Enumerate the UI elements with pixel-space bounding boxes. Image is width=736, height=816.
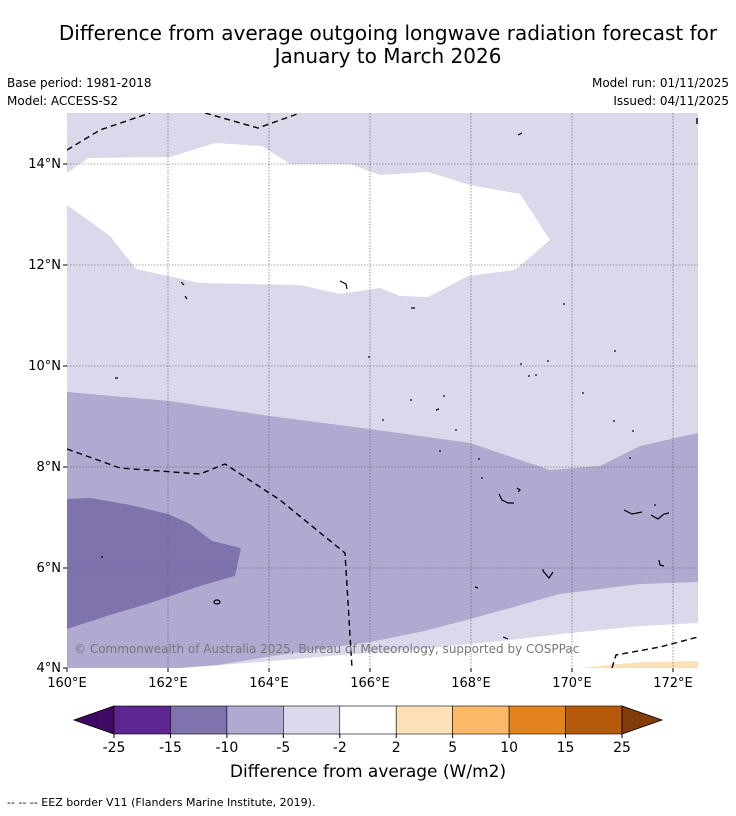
island-3 xyxy=(180,281,185,286)
island-kwajalein xyxy=(498,493,514,504)
island-jaluit xyxy=(650,512,670,520)
island-8 xyxy=(474,586,479,589)
title-line-2: January to March 2026 xyxy=(274,44,502,68)
island-south-atoll xyxy=(542,570,554,579)
model-run: Model run: 01/11/2025 xyxy=(591,76,729,90)
colorbar-tick-label: 25 xyxy=(613,740,631,756)
colorbar-swatch xyxy=(339,705,397,735)
lat-label-14: 14°N xyxy=(28,157,61,172)
colorbar-swatch xyxy=(452,705,510,735)
lon-label-162: 162°E xyxy=(148,676,188,691)
eez-borders xyxy=(67,113,698,668)
eez-border-west xyxy=(67,448,353,668)
colorbar: -25 -15 -10 -5 -2 2 5 10 15 25 xyxy=(72,705,664,756)
colorbar-tick-label: 5 xyxy=(448,740,457,756)
lat-label-10: 10°N xyxy=(28,359,61,374)
chart-title: Difference from average outgoing longwav… xyxy=(20,22,736,68)
islands xyxy=(115,132,670,640)
island-ne xyxy=(517,132,523,136)
lon-label-166: 166°E xyxy=(350,676,390,691)
field-medium xyxy=(67,392,698,668)
colorbar-tick-label: 2 xyxy=(392,740,401,756)
colorbar-swatch xyxy=(113,705,171,735)
lon-label-170: 170°E xyxy=(552,676,592,691)
title-line-1: Difference from average outgoing longwav… xyxy=(58,21,718,45)
lat-label-6: 6°N xyxy=(37,561,62,576)
copyright-watermark: © Commonwealth of Australia 2025, Bureau… xyxy=(74,642,579,656)
colorbar-swatch xyxy=(283,705,341,735)
island-9 xyxy=(502,636,509,640)
island-7 xyxy=(435,408,440,411)
eez-border-north-2 xyxy=(204,113,301,129)
field-white-north xyxy=(67,143,550,297)
lon-label-172: 172°E xyxy=(653,676,693,691)
lon-label-160: 160°E xyxy=(47,676,87,691)
field-white-south xyxy=(180,623,698,668)
colorbar-swatch xyxy=(508,705,566,735)
island-dots xyxy=(101,303,656,571)
colorbar-swatch xyxy=(395,705,453,735)
model-name: Model: ACCESS-S2 xyxy=(7,94,119,108)
field-light-orange xyxy=(580,661,698,668)
lat-label-4: 4°N xyxy=(37,661,62,676)
colorbar-swatch xyxy=(170,705,228,735)
issued-date: Issued: 04/11/2025 xyxy=(613,94,729,108)
lon-label-168: 168°E xyxy=(451,676,491,691)
gridlines xyxy=(67,113,698,668)
colorbar-tick-label: 10 xyxy=(500,740,518,756)
colorbar-extend-low xyxy=(72,705,115,735)
axis-labels: 160°E 162°E 164°E 166°E 168°E 170°E 172°… xyxy=(28,157,693,691)
axis-ticks xyxy=(63,163,674,672)
lat-label-12: 12°N xyxy=(28,258,61,273)
colorbar-swatch xyxy=(565,705,623,735)
eez-border-north xyxy=(67,113,151,151)
lon-label-164: 164°E xyxy=(249,676,289,691)
colorbar-tick-label: -2 xyxy=(333,740,347,756)
island-kosrae xyxy=(213,599,221,605)
island-ebon xyxy=(623,509,643,515)
island-4 xyxy=(184,295,188,300)
colorbar-label: Difference from average (W/m2) xyxy=(229,762,507,782)
eez-legend: -- -- -- EEZ border V11 (Flanders Marine… xyxy=(7,796,316,809)
colorbar-tick-label: 15 xyxy=(557,740,575,756)
colorbar-extend-high xyxy=(621,705,664,735)
colorbar-tick-label: -5 xyxy=(276,740,290,756)
meta-left: Base period: 1981-2018 Model: ACCESS-S2 xyxy=(7,74,152,110)
island-bikini xyxy=(339,280,348,290)
meta-right: Model run: 01/11/2025 Issued: 04/11/2025 xyxy=(592,74,729,110)
map-plot-area: © Commonwealth of Australia 2025, Bureau… xyxy=(67,113,698,668)
base-period: Base period: 1981-2018 xyxy=(7,76,152,90)
field-dark xyxy=(67,498,241,629)
island-majuro xyxy=(516,487,521,493)
colorbar-tick-label: -15 xyxy=(159,740,182,756)
island-mili xyxy=(658,559,665,567)
colorbar-tick-label: -10 xyxy=(215,740,238,756)
lat-label-8: 8°N xyxy=(37,460,62,475)
colorbar-tick-label: -25 xyxy=(103,740,126,756)
colorbar-swatch xyxy=(226,705,284,735)
eez-border-southeast xyxy=(611,636,698,668)
